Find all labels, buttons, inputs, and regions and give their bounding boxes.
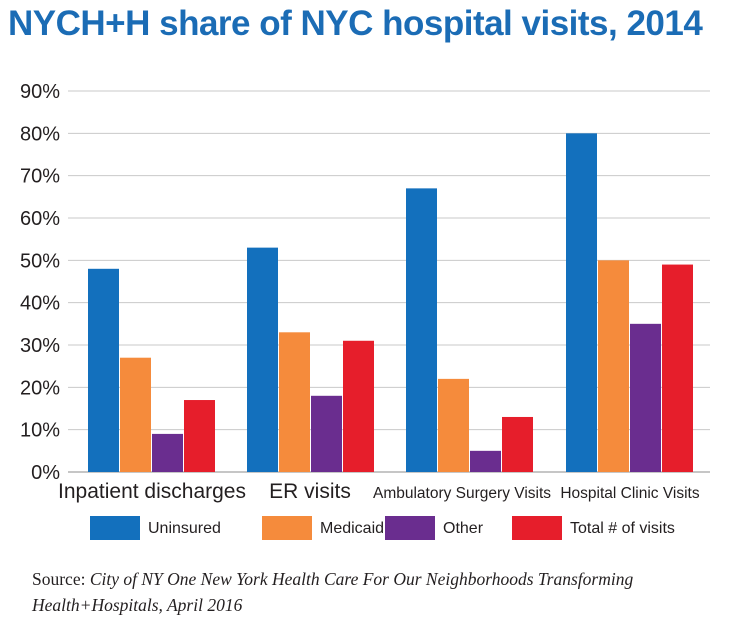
bar-other-4: [630, 323, 661, 472]
chart-title: NYCH+H share of NYC hospital visits, 201…: [8, 4, 703, 43]
bar-medicaid-2: [279, 332, 310, 472]
bar-total-of-visits-2: [343, 340, 374, 472]
y-tick-label: 60%: [20, 208, 60, 230]
legend-label: Other: [443, 520, 484, 537]
legend-label: Uninsured: [148, 520, 221, 537]
source-prefix: Source:: [32, 569, 86, 589]
bar-uninsured-3: [406, 188, 437, 472]
category-label: Ambulatory Surgery Visits: [373, 485, 551, 502]
bar-uninsured-1: [88, 268, 119, 472]
category-label: Inpatient discharges: [58, 480, 246, 503]
y-tick-label: 10%: [20, 420, 60, 442]
legend-label: Total # of visits: [570, 520, 675, 537]
bar-medicaid-1: [120, 357, 151, 472]
legend-swatch: [512, 516, 562, 540]
bar-other-2: [311, 395, 342, 472]
y-tick-label: 70%: [20, 166, 60, 188]
category-label: ER visits: [269, 480, 351, 503]
legend-swatch: [90, 516, 140, 540]
legend-swatch: [262, 516, 312, 540]
bar-uninsured-4: [566, 133, 597, 473]
bar-chart: 0% 10% 20% 30% 40% 50% 60% 70% 80% 90% Inpatient d…: [20, 81, 710, 540]
y-tick-label: 90%: [20, 81, 60, 103]
legend-label: Medicaid: [320, 520, 384, 537]
bar-uninsured-2: [247, 247, 278, 472]
y-tick-label: 0%: [31, 462, 60, 484]
bar-medicaid-4: [598, 260, 629, 472]
bar-other-3: [470, 450, 501, 472]
y-tick-label: 50%: [20, 250, 60, 272]
source-note: Source: City of NY One New York Health C…: [32, 566, 732, 618]
source-text: City of NY One New York Health Care For …: [32, 569, 634, 615]
bar-medicaid-3: [438, 378, 469, 472]
legend-swatch: [385, 516, 435, 540]
bar-total-of-visits-1: [184, 400, 215, 472]
y-tick-label: 30%: [20, 335, 60, 357]
bar-total-of-visits-4: [662, 264, 693, 472]
y-tick-label: 80%: [20, 123, 60, 145]
category-label: Hospital Clinic Visits: [560, 485, 700, 502]
y-tick-label: 20%: [20, 377, 60, 399]
y-tick-label: 40%: [20, 293, 60, 315]
bar-other-1: [152, 433, 183, 472]
bar-total-of-visits-3: [502, 416, 533, 472]
